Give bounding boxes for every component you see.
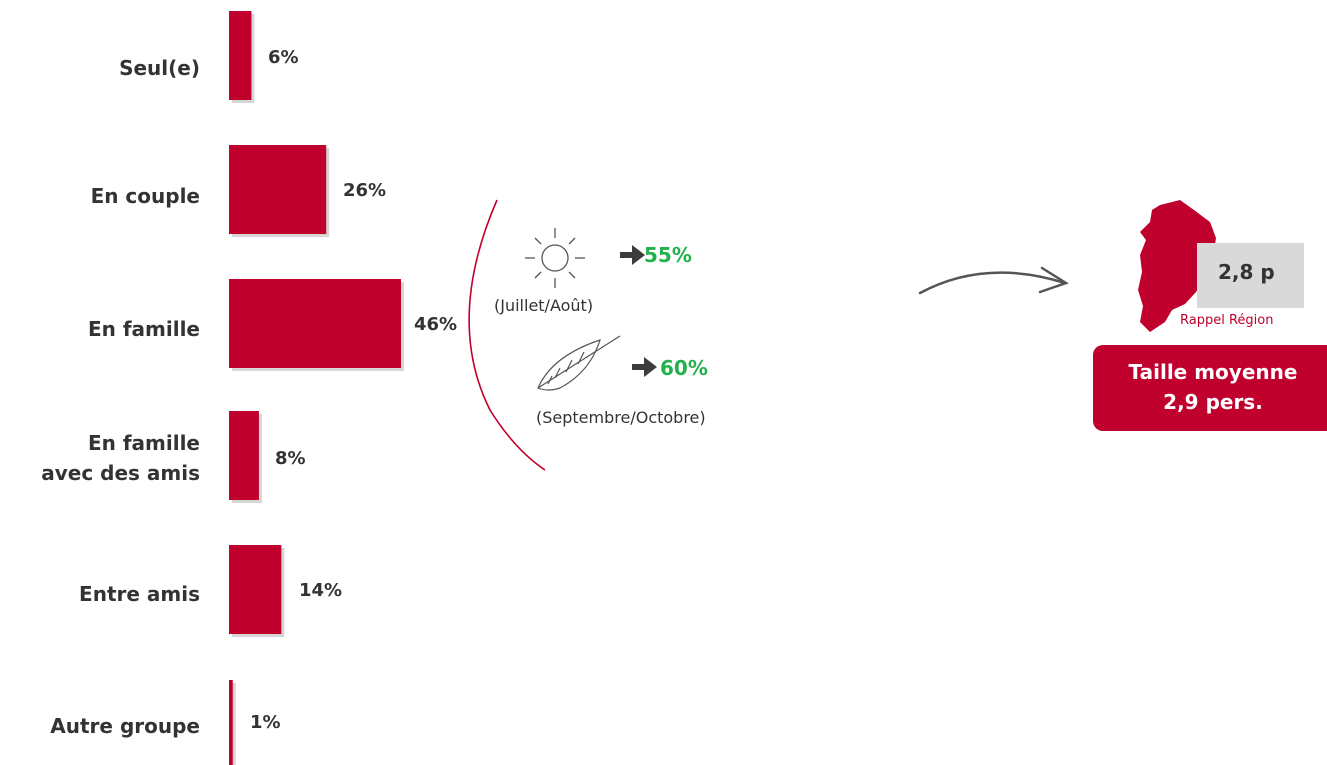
bar-entre-amis [229, 545, 282, 634]
bar-seul [229, 11, 252, 100]
region-value: 2,8 p [1218, 260, 1275, 284]
summer-arrow-icon [620, 245, 645, 265]
autumn-caption: (Septembre/Octobre) [536, 408, 706, 427]
category-label-entre-amis: Entre amis [79, 582, 200, 606]
category-label-en-couple: En couple [90, 184, 200, 208]
value-label-seul: 6% [268, 47, 299, 68]
value-label-en-famille: 46% [414, 314, 458, 335]
average-size-title: Taille moyenne [1128, 360, 1298, 384]
sun-icon [525, 228, 585, 288]
bars-layer [229, 11, 404, 765]
category-label-seul: Seul(e) [119, 56, 200, 80]
bar-en-couple [229, 145, 327, 234]
category-label-en-famille-avec-amis: En famille avec des amis [41, 431, 200, 485]
seasonal-bracket-arc [468, 199, 546, 471]
summer-caption: (Juillet/Août) [494, 296, 594, 315]
curved-arrow-icon [918, 266, 1069, 295]
value-label-en-famille-avec-amis: 8% [275, 448, 306, 469]
bar-shadow-autre-groupe [232, 683, 236, 765]
value-label-en-couple: 26% [343, 180, 387, 201]
value-label-autre-groupe: 1% [250, 712, 281, 733]
autumn-arrow-icon [632, 357, 657, 377]
category-label-autre-groupe: Autre groupe [50, 714, 200, 738]
bar-autre-groupe [229, 680, 233, 765]
region-value-box [1197, 243, 1304, 308]
value-label-entre-amis: 14% [299, 580, 343, 601]
region-map-icon [1138, 200, 1216, 332]
bar-en-famille [229, 279, 401, 368]
bar-en-famille-avec-amis [229, 411, 259, 500]
average-size-value: 2,9 pers. [1163, 390, 1263, 414]
leaf-icon [537, 335, 621, 391]
autumn-value: 60% [660, 356, 708, 380]
category-label-en-famille: En famille [87, 317, 200, 341]
average-size-box: Taille moyenne 2,9 pers. [1093, 345, 1327, 431]
summer-value: 55% [644, 243, 692, 267]
region-caption: Rappel Région [1180, 313, 1274, 328]
